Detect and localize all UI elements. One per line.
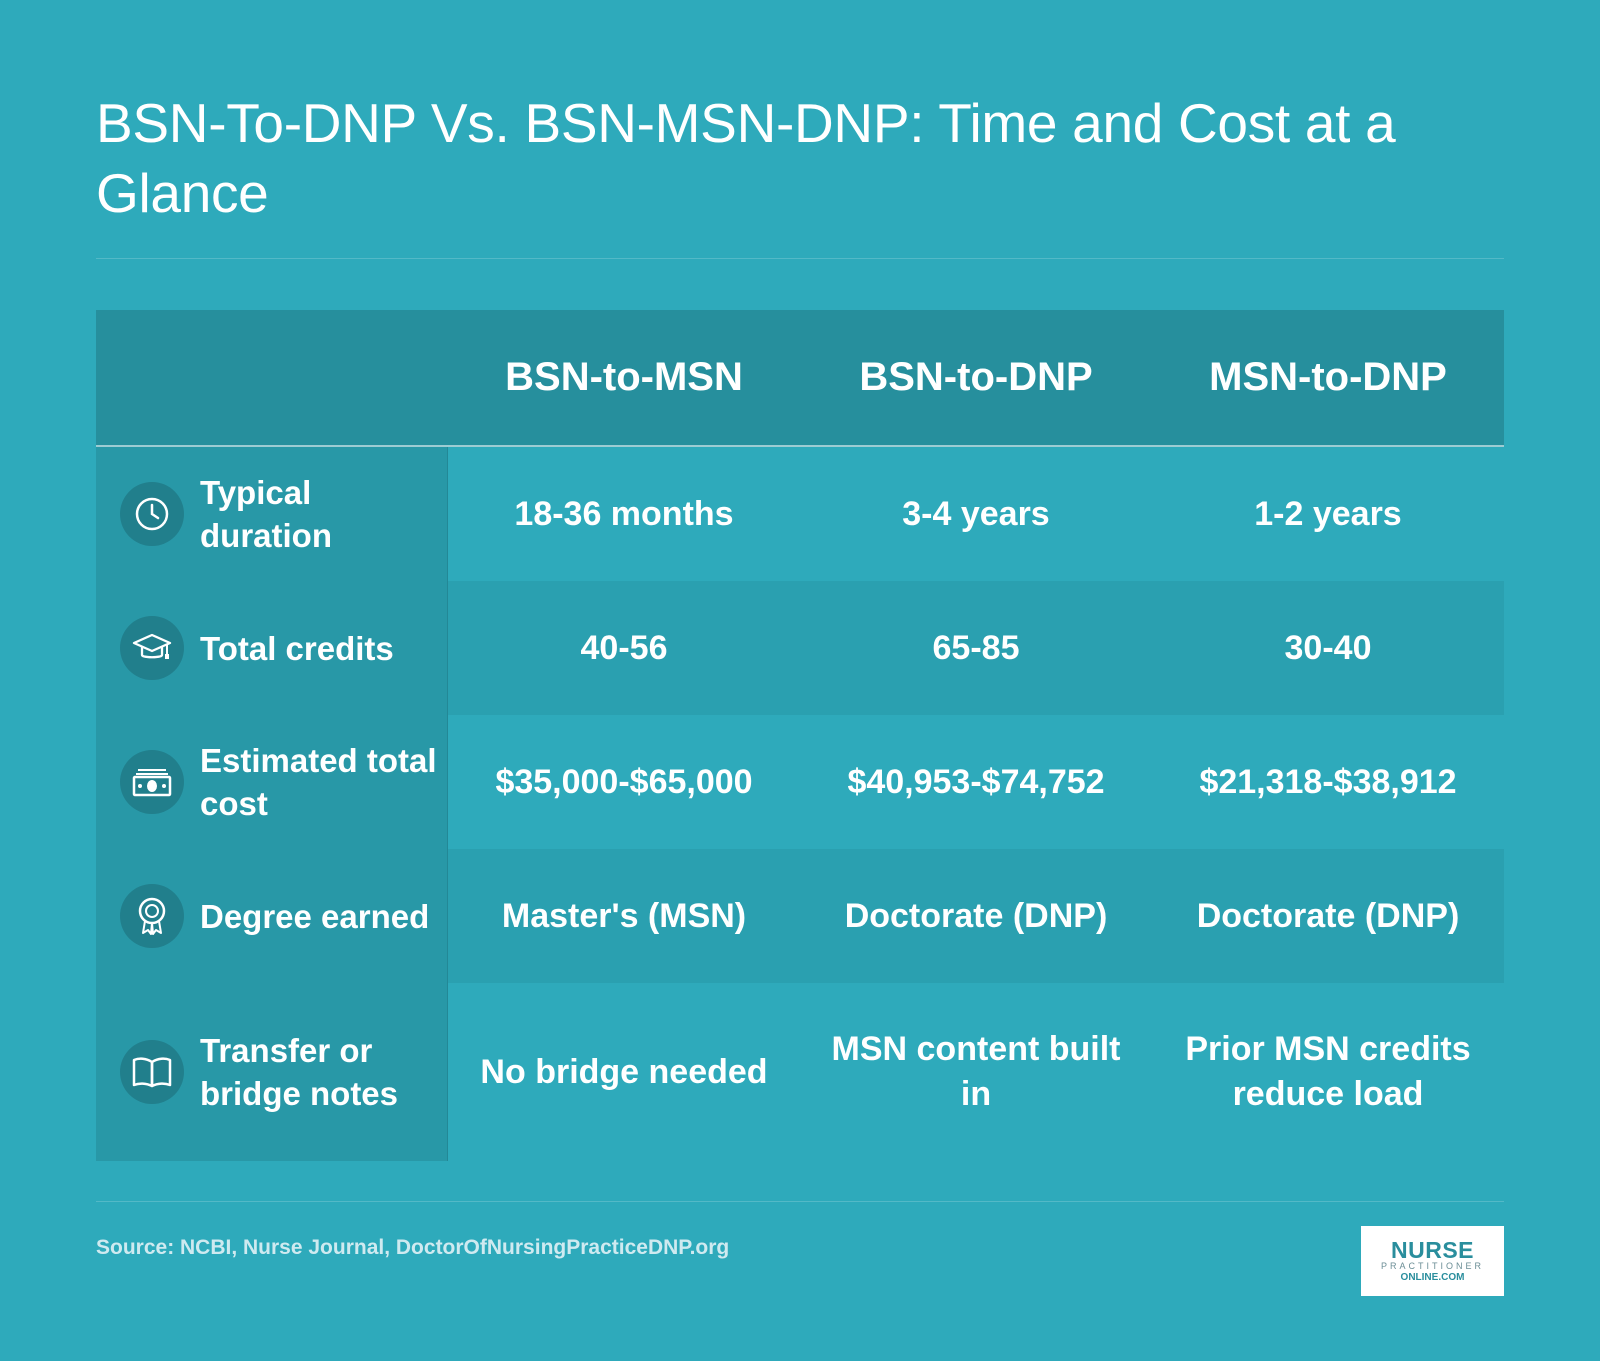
table-row-bridge-notes: Transfer or bridge notes No bridge neede… — [96, 983, 1504, 1161]
row-label: Transfer or bridge notes — [200, 1032, 399, 1112]
column-header-bsn-to-dnp: BSN-to-DNP — [859, 355, 1093, 399]
row-label: Total credits — [200, 629, 394, 667]
column-header-msn-to-dnp: MSN-to-DNP — [1209, 355, 1447, 399]
table-row-cost: Estimated total cost $35,000-$65,000 $40… — [96, 715, 1504, 849]
logo-line-1: NURSE — [1390, 1237, 1474, 1263]
table-cell: Doctorate (DNP) — [1152, 849, 1504, 983]
table-cell: $40,953-$74,752 — [800, 715, 1152, 849]
row-label-cell: Total credits — [96, 581, 448, 715]
table-cell: $35,000-$65,000 — [448, 715, 800, 849]
table-cell: Doctorate (DNP) — [800, 849, 1152, 983]
row-label-cell: Typical duration — [96, 447, 448, 581]
row-label-cell: Degree earned — [96, 849, 448, 983]
brand-logo: NURSE PRACTITIONER ONLINE.COM — [1361, 1226, 1504, 1296]
money-icon — [120, 750, 184, 814]
logo-line-2: PRACTITIONER — [1380, 1261, 1484, 1271]
open-book-icon — [120, 1040, 184, 1104]
row-label: Estimated total cost — [200, 742, 437, 822]
table-cell: Master's (MSN) — [448, 849, 800, 983]
row-label-cell: Transfer or bridge notes — [96, 983, 448, 1161]
table-cell: Prior MSN credits reduce load — [1152, 983, 1504, 1161]
footer-divider — [96, 1201, 1504, 1202]
table-cell: MSN content built in — [800, 983, 1152, 1161]
row-label: Typical duration — [200, 474, 332, 554]
table-row-degree: Degree earned Master's (MSN) Doctorate (… — [96, 849, 1504, 983]
title-divider — [96, 258, 1504, 259]
table-cell: 18-36 months — [448, 447, 800, 581]
clock-icon — [120, 482, 184, 546]
comparison-table: BSN-to-MSN BSN-to-DNP MSN-to-DNP Typical… — [96, 310, 1504, 1161]
header-corner — [96, 310, 448, 445]
table-cell: $21,318-$38,912 — [1152, 715, 1504, 849]
row-label: Degree earned — [200, 897, 430, 935]
source-note: Source: NCBI, Nurse Journal, DoctorOfNur… — [96, 1236, 730, 1259]
row-label-cell: Estimated total cost — [96, 715, 448, 849]
table-cell: 65-85 — [800, 581, 1152, 715]
table-row-credits: Total credits 40-56 65-85 30-40 — [96, 581, 1504, 715]
table-cell: 30-40 — [1152, 581, 1504, 715]
table-row-duration: Typical duration 18-36 months 3-4 years … — [96, 447, 1504, 581]
table-cell: 1-2 years — [1152, 447, 1504, 581]
logo-line-3: ONLINE.COM — [1400, 1272, 1465, 1283]
table-cell: 40-56 — [448, 581, 800, 715]
graduation-cap-icon — [120, 616, 184, 680]
column-header-bsn-to-msn: BSN-to-MSN — [505, 355, 743, 399]
award-ribbon-icon — [120, 884, 184, 948]
table-header-row: BSN-to-MSN BSN-to-DNP MSN-to-DNP — [96, 310, 1504, 447]
page-title: BSN-To-DNP Vs. BSN-MSN-DNP: Time and Cos… — [96, 92, 1396, 224]
table-cell: 3-4 years — [800, 447, 1152, 581]
table-cell: No bridge needed — [448, 983, 800, 1161]
